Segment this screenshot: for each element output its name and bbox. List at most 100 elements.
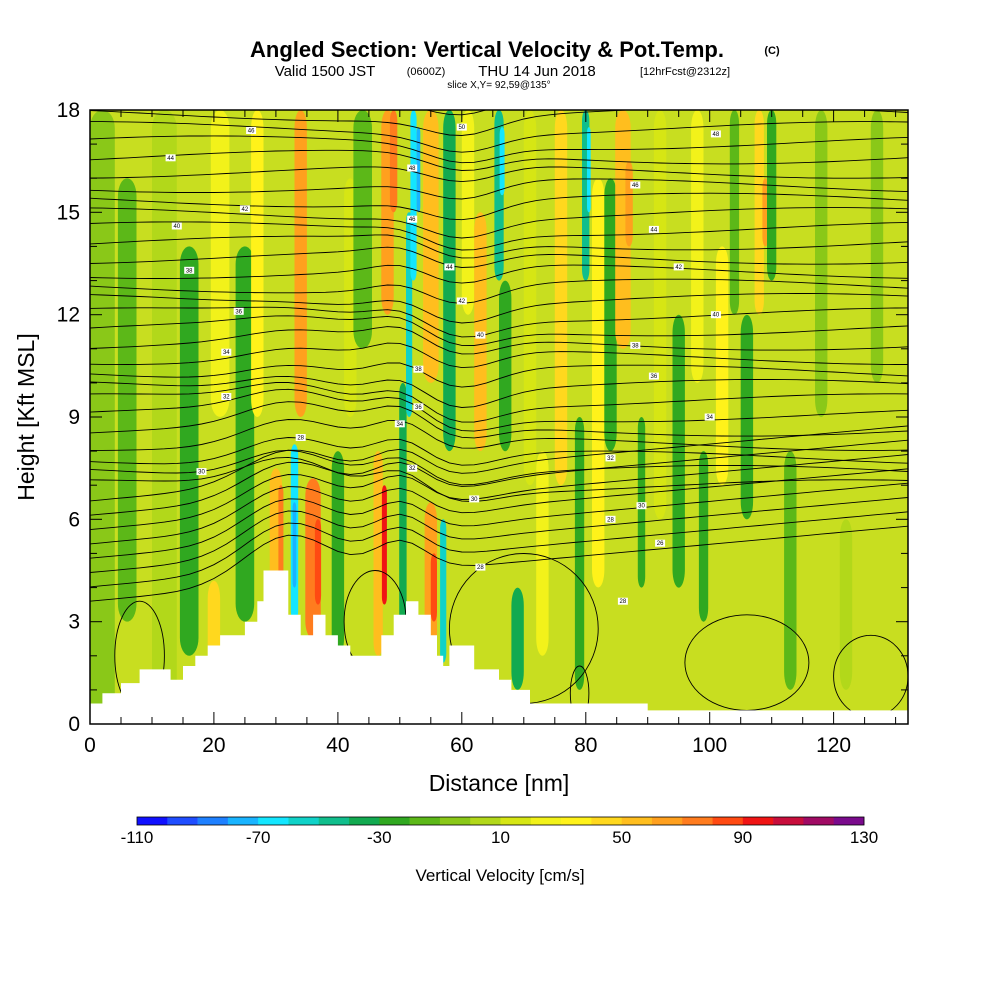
velocity-band (251, 110, 264, 417)
contour-label: 30 (638, 504, 645, 510)
x-tick-label: 80 (574, 734, 597, 757)
velocity-band (373, 451, 383, 656)
contour-label-bg (394, 420, 405, 428)
theta-contour (90, 293, 908, 324)
chart-title: Angled Section: Vertical Velocity & Pot.… (250, 37, 780, 62)
theta-contour (424, 110, 488, 116)
velocity-band (698, 451, 709, 622)
contour-label-bg (246, 127, 257, 134)
velocity-band (210, 110, 230, 417)
contour-label-bg (165, 154, 176, 162)
subtitle-forecast: [12hrFcst@2312z] (640, 66, 730, 78)
colorbar-swatch (530, 817, 562, 825)
velocity-band (536, 451, 549, 656)
contour-label: 46 (248, 129, 255, 135)
theta-contour (90, 234, 908, 259)
contour-label: 40 (173, 224, 180, 230)
contour-label: 36 (415, 405, 422, 411)
subtitle-slice: slice X,Y= 92,59@135° (447, 80, 550, 91)
title-main-suffix: (C) (764, 45, 780, 57)
theta-contour (90, 388, 908, 432)
contour-label-bg (456, 123, 467, 131)
velocity-band (653, 110, 667, 520)
theta-contour (90, 315, 908, 346)
colorbar-frame (136, 816, 865, 826)
colorbar-swatch (591, 817, 622, 825)
contour-label: 44 (167, 156, 174, 162)
theta-contour (90, 306, 908, 338)
contour-label-bg (233, 307, 244, 315)
velocity-band (715, 246, 729, 486)
contour-label-bg (221, 393, 232, 400)
colorbar-label: -70 (246, 828, 271, 847)
velocity-band (179, 246, 199, 656)
velocity-band (784, 451, 797, 690)
contour-label: 50 (458, 125, 465, 131)
velocity-band (691, 110, 704, 383)
theta-contour (90, 110, 908, 136)
contour-label-bg (648, 372, 659, 380)
x-tick-label: 40 (326, 734, 349, 757)
contour-label-bg (184, 266, 195, 274)
velocity-band (625, 161, 633, 247)
subtitle-zulu: (0600Z) (407, 66, 446, 78)
theta-contour (90, 278, 908, 304)
theta-contour (90, 121, 908, 153)
velocity-band (604, 178, 617, 452)
colorbar-swatch (197, 817, 229, 825)
y-tick-label: 15 (57, 201, 80, 224)
colorbar-labels: -110 -70 -30 10 50 90 130 (121, 828, 879, 847)
colorbar-label: -30 (367, 828, 392, 847)
terrain (90, 570, 908, 724)
theta-contour (90, 192, 908, 221)
colorbar-label: -110 (121, 828, 154, 847)
contour-label: 46 (409, 217, 416, 223)
contour-label: 38 (632, 343, 639, 349)
y-axis-label: Height [Kft MSL] (13, 333, 39, 500)
contour-label: 48 (713, 132, 720, 138)
velocity-band (870, 110, 884, 383)
colorbar-swatch (651, 817, 683, 825)
contour-label-bg (221, 348, 232, 356)
velocity-band (152, 110, 177, 724)
theta-contour (90, 149, 908, 171)
contour-label-bg (710, 311, 721, 319)
velocity-band (410, 110, 417, 281)
colorbar-swatch (349, 817, 380, 825)
colorbar-swatch (470, 817, 501, 825)
colorbar-swatch (682, 817, 713, 825)
theta-contour (90, 135, 908, 164)
y-tick-label: 12 (57, 304, 80, 327)
contour-label-bg (630, 181, 641, 189)
contour-label: 42 (675, 265, 682, 271)
velocity-band (554, 110, 568, 486)
title-main: Angled Section: Vertical Velocity & Pot.… (250, 37, 724, 62)
subtitle-valid: Valid 1500 JST (275, 63, 376, 80)
contour-label: 28 (297, 436, 304, 442)
theta-contour-labels: 46 44 42 40 38 36 34 32 30 28 50 48 46 44 42 40 38 36 34 32… (165, 123, 721, 605)
colorbar-swatch (833, 817, 865, 825)
colorbar-label: 50 (612, 828, 631, 847)
colorbar (136, 816, 865, 826)
contour-label-bg (673, 263, 684, 271)
theta-contour (90, 439, 908, 516)
velocity-band (381, 485, 387, 605)
contour-label-bg (469, 495, 480, 503)
contour-label: 30 (471, 497, 478, 503)
colorbar-swatch (258, 817, 289, 825)
theta-contour-closed (684, 614, 810, 711)
contour-label: 42 (242, 207, 249, 213)
contour-label-bg (648, 225, 659, 233)
contour-label: 34 (706, 415, 713, 421)
contour-label-bg (636, 502, 647, 510)
velocity-band (499, 127, 505, 196)
velocity-band (587, 127, 591, 213)
colorbar-swatch (500, 817, 532, 825)
velocity-band (672, 314, 685, 588)
velocity-band (574, 417, 585, 690)
x-axis: 0 20 40 60 80 100 120 (84, 110, 897, 757)
velocity-band (767, 110, 777, 281)
x-tick-label: 60 (450, 734, 473, 757)
velocity-band (430, 553, 437, 622)
